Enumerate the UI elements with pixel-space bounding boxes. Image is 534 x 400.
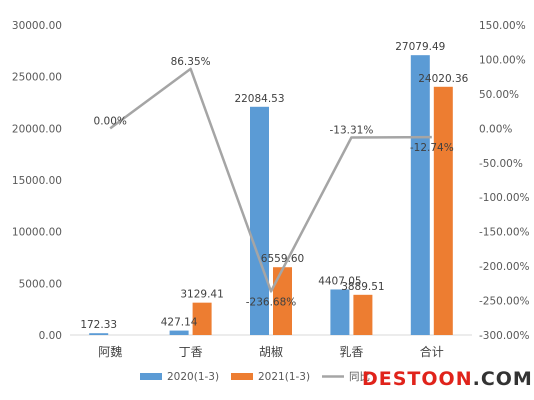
right-tick-label: -100.00%: [479, 192, 530, 204]
left-tick-label: 15000.00: [12, 175, 62, 187]
watermark-red: DESTOON: [362, 368, 473, 390]
data-labels: 172.33 427.14 22084.53 4407.05 27079.49 3129.…: [80, 41, 468, 331]
data-label: 3129.41: [180, 289, 223, 301]
bar-2021: [273, 267, 292, 335]
data-label: 6559.60: [261, 253, 304, 265]
legend-swatch: [231, 373, 253, 380]
right-tick-label: -50.00%: [479, 158, 523, 170]
category-label: 胡椒: [259, 345, 283, 359]
data-label: 24020.36: [418, 73, 468, 85]
left-tick-label: 0.00: [39, 330, 62, 342]
legend-label: 2020(1-3): [167, 371, 219, 383]
line-data-label: 86.35%: [171, 56, 211, 68]
line-data-label: 0.00%: [94, 115, 127, 127]
line-data-label: -236.68%: [246, 296, 297, 308]
right-tick-label: -250.00%: [479, 296, 530, 308]
data-label: 4407.05: [318, 275, 361, 287]
data-label: 172.33: [80, 319, 117, 331]
right-tick-label: -200.00%: [479, 261, 530, 273]
data-label: 427.14: [161, 317, 198, 329]
category-axis: 阿魏 丁香 胡椒 乳香 合计: [98, 344, 444, 359]
bar-2021: [433, 86, 453, 335]
line-data-label: -13.31%: [329, 125, 373, 137]
legend-label: 2021(1-3): [258, 371, 310, 383]
bar-2020: [410, 55, 430, 336]
svg-text:DESTOON.COM: DESTOON.COM: [362, 368, 533, 390]
category-label: 丁香: [179, 345, 203, 359]
bar-2021: [353, 294, 373, 335]
legend: 2020(1-3) 2021(1-3) 同比: [140, 370, 370, 383]
bar-2020: [89, 333, 109, 335]
bar-2020: [250, 106, 269, 336]
bar-2020: [330, 289, 350, 335]
line-data-label: -12.74%: [410, 142, 454, 154]
right-axis: -300.00% -250.00% -200.00% -150.00% -100.00%…: [479, 20, 530, 342]
right-tick-label: -300.00%: [479, 330, 530, 342]
plot-area: [70, 55, 472, 336]
data-label: 3889.51: [341, 281, 384, 293]
right-tick-label: 100.00%: [479, 54, 526, 66]
bar-2020: [169, 330, 189, 335]
data-label: 22084.53: [234, 93, 284, 105]
bar-2021: [192, 302, 212, 335]
left-tick-label: 20000.00: [12, 123, 62, 135]
watermark: DESTOON.COM: [362, 368, 533, 390]
category-label: 合计: [420, 344, 444, 359]
left-tick-label: 10000.00: [12, 227, 62, 239]
legend-swatch: [140, 373, 162, 380]
legend-label: 同比: [349, 370, 370, 383]
data-label: 27079.49: [395, 41, 445, 53]
watermark-dark: .COM: [473, 368, 533, 390]
category-label: 阿魏: [98, 344, 122, 359]
right-tick-label: -150.00%: [479, 227, 530, 239]
right-tick-label: 50.00%: [479, 89, 519, 101]
left-tick-label: 30000.00: [12, 20, 62, 32]
left-tick-label: 5000.00: [19, 278, 62, 290]
category-label: 乳香: [339, 345, 363, 359]
left-axis: 0.00 5000.00 10000.00 15000.00 20000.00 25000…: [12, 20, 62, 342]
right-tick-label: 150.00%: [479, 20, 526, 32]
right-tick-label: 0.00%: [479, 123, 512, 135]
left-tick-label: 25000.00: [12, 72, 62, 84]
